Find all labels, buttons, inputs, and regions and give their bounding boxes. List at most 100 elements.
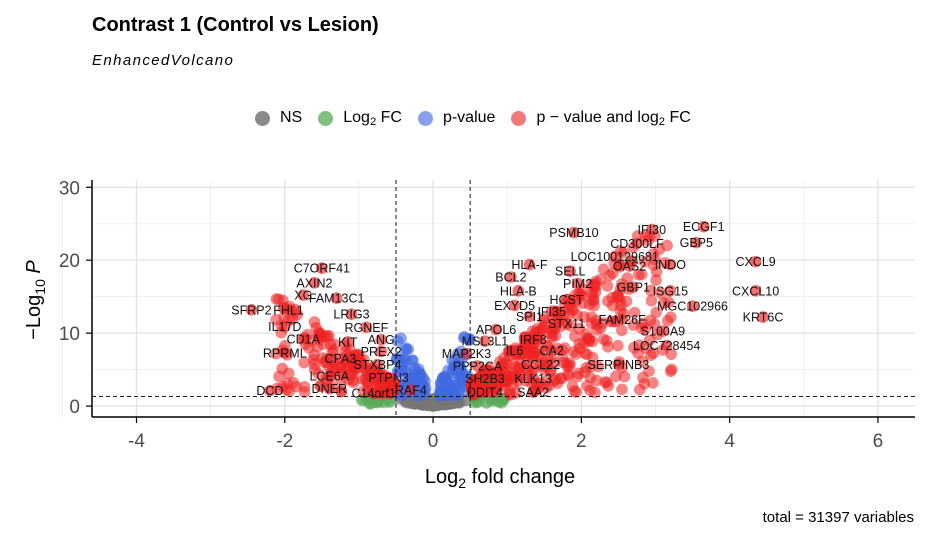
- data-point: [570, 386, 582, 398]
- gene-label: C7ORF41: [294, 262, 350, 276]
- data-point: [509, 371, 522, 383]
- chart-subtitle: EnhancedVolcano: [92, 52, 235, 69]
- y-tick-label: 0: [69, 397, 80, 418]
- data-point: [636, 355, 649, 368]
- data-point: [633, 383, 646, 396]
- gene-label: DDIT4: [467, 386, 503, 400]
- gene-label: EXYD5: [494, 299, 535, 313]
- data-point: [527, 333, 539, 346]
- data-point: [657, 325, 669, 337]
- data-point: [297, 289, 310, 302]
- data-point: [345, 308, 358, 321]
- data-point: [564, 265, 576, 278]
- legend-swatch-both: [511, 110, 527, 126]
- data-point: [505, 271, 517, 283]
- legend-swatch-pvalue: [417, 110, 433, 126]
- data-point: [377, 387, 389, 399]
- data-point: [627, 319, 640, 331]
- legend-label-pvalue: p-value: [442, 109, 496, 126]
- y-tick-label: 20: [59, 251, 80, 272]
- data-point: [647, 347, 660, 360]
- gene-label: CPA3: [325, 352, 357, 366]
- gene-label: RPRML: [263, 346, 307, 360]
- gene-label: STXBP4: [353, 358, 401, 372]
- data-point: [645, 284, 657, 297]
- data-point: [365, 397, 377, 409]
- gene-label: C14orf1: [352, 386, 397, 400]
- data-point: [560, 317, 573, 330]
- data-point: [545, 344, 558, 357]
- y-axis-ticks: 0 10 20 30: [59, 178, 92, 418]
- data-point: [279, 347, 291, 359]
- data-point: [697, 220, 710, 233]
- data-point: [471, 360, 484, 372]
- gene-label: HLA-B: [500, 284, 537, 298]
- x-tick-label: 2: [576, 431, 587, 452]
- gene-label: IL6: [506, 344, 523, 358]
- data-point: [390, 353, 403, 366]
- gene-label: SAA2: [517, 386, 549, 400]
- data-point: [308, 277, 321, 289]
- data-point: [264, 384, 276, 397]
- legend-label-ns: NS: [280, 109, 303, 126]
- data-point: [627, 281, 640, 294]
- gene-label: PTPN3: [368, 371, 408, 385]
- y-axis-title: −Log10 P: [23, 260, 48, 340]
- data-point: [402, 343, 415, 356]
- gene-label: FHL1: [273, 303, 304, 317]
- data-point: [479, 386, 491, 399]
- gene-label: FAM26F: [599, 313, 647, 327]
- data-point: [650, 274, 662, 286]
- gene-label: ANG: [368, 333, 395, 347]
- legend-swatch-log2fc: [318, 110, 334, 126]
- data-point: [307, 353, 320, 366]
- data-point: [590, 318, 603, 331]
- data-point: [375, 345, 388, 358]
- data-point: [276, 362, 289, 375]
- data-point: [355, 357, 368, 369]
- data-point: [665, 348, 677, 361]
- data-point: [298, 381, 311, 393]
- gene-label: INDO: [655, 258, 687, 272]
- data-point: [638, 256, 651, 268]
- gene-label: CA2: [540, 344, 564, 358]
- legend-item-log2fc: Log2 FC: [318, 109, 402, 128]
- gene-label: ISG15: [653, 284, 688, 298]
- data-point: [564, 359, 576, 372]
- gene-label: LOC728454: [633, 339, 700, 353]
- data-point: [323, 370, 336, 383]
- data-point: [270, 313, 282, 326]
- data-point: [587, 293, 600, 306]
- data-point: [590, 374, 603, 387]
- data-point: [610, 370, 622, 383]
- data-point: [428, 399, 441, 412]
- data-point: [601, 280, 614, 292]
- data-point: [324, 338, 337, 351]
- data-point: [534, 358, 547, 371]
- gene-label: GBP5: [680, 236, 713, 250]
- data-point: [457, 372, 470, 384]
- data-point: [434, 389, 446, 402]
- gene-label: PSMB10: [549, 226, 598, 240]
- chart-title: Contrast 1 (Control vs Lesion): [92, 14, 379, 36]
- gene-label: CD300LF: [610, 237, 664, 251]
- gene-label: XG: [294, 289, 312, 303]
- x-tick-label: 0: [428, 431, 439, 452]
- data-point: [631, 237, 643, 250]
- data-point: [308, 316, 321, 328]
- legend-item-ns: NS: [255, 109, 302, 127]
- data-point: [647, 259, 660, 272]
- gene-label: HLA-F: [511, 258, 547, 272]
- gene-label: ECGF1: [683, 220, 725, 234]
- data-point: [540, 382, 552, 394]
- data-point: [613, 259, 626, 272]
- gene-label: APOL6: [476, 323, 516, 337]
- gene-label: SFRP2: [231, 303, 271, 317]
- data-point: [616, 313, 628, 326]
- data-point: [382, 371, 395, 384]
- legend-item-pvalue: p-value: [417, 109, 496, 127]
- data-point: [650, 306, 662, 319]
- data-point: [282, 304, 295, 316]
- data-point: [419, 375, 432, 388]
